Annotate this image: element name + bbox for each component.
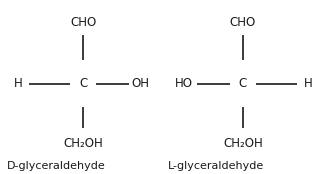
Text: CH₂OH: CH₂OH bbox=[223, 137, 263, 150]
Text: H: H bbox=[14, 77, 22, 90]
Text: CHO: CHO bbox=[70, 16, 96, 29]
Text: CHO: CHO bbox=[230, 16, 256, 29]
Text: D-glyceraldehyde: D-glyceraldehyde bbox=[7, 161, 105, 171]
Text: L-glyceraldehyde: L-glyceraldehyde bbox=[168, 161, 264, 171]
Text: C: C bbox=[239, 77, 247, 90]
Text: H: H bbox=[304, 77, 312, 90]
Text: OH: OH bbox=[131, 77, 149, 90]
Text: C: C bbox=[79, 77, 87, 90]
Text: CH₂OH: CH₂OH bbox=[63, 137, 103, 150]
Text: HO: HO bbox=[175, 77, 193, 90]
